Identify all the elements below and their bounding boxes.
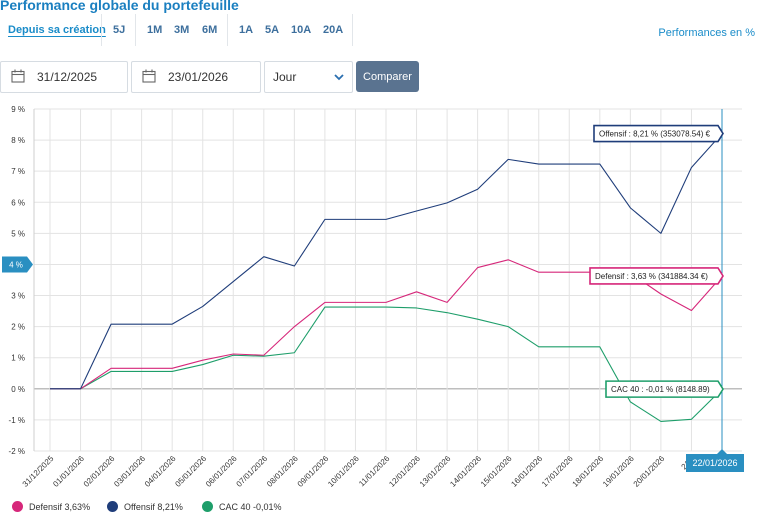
x-tick-label: 12/01/2026 <box>387 454 422 489</box>
y-tick-label: 5 % <box>11 229 25 238</box>
x-tick-label: 05/01/2026 <box>173 454 208 489</box>
tooltip-text-defensif: Defensif : 3,63 % (341884.34 €) <box>595 272 708 281</box>
legend-value-offensif: 8,21% <box>157 502 183 512</box>
tooltip-text-cac40: CAC 40 : -0,01 % (8148.89) <box>611 385 710 394</box>
period-divider <box>135 14 136 46</box>
x-tick-label: 03/01/2026 <box>112 454 147 489</box>
date-controls: 31/12/2025 23/01/2026 Jour Comparer <box>0 61 760 93</box>
end-date-value: 23/01/2026 <box>168 70 229 84</box>
period-6m[interactable]: 6M <box>202 24 218 36</box>
period-5d[interactable]: 5J <box>113 24 126 36</box>
y-tick-label: 3 % <box>11 292 25 301</box>
tooltip-cac40: CAC 40 : -0,01 % (8148.89) <box>605 380 724 398</box>
calendar-icon <box>142 69 156 83</box>
period-3m[interactable]: 3M <box>174 24 190 36</box>
x-tick-label: 11/01/2026 <box>357 454 392 489</box>
legend-label-offensif: Offensif <box>124 502 155 512</box>
period-divider <box>227 14 228 46</box>
y-tick-label: -1 % <box>9 416 25 425</box>
x-tick-label: 18/01/2026 <box>571 454 606 489</box>
y-tick-label: 1 % <box>11 354 25 363</box>
crosshair-x-badge <box>686 454 744 472</box>
x-tick-label: 10/01/2026 <box>326 454 361 489</box>
period-1y[interactable]: 1A <box>239 24 254 36</box>
x-tick-label: 14/01/2026 <box>448 454 483 489</box>
y-tick-label: 8 % <box>11 136 25 145</box>
period-since-creation[interactable]: Depuis sa création <box>8 24 106 36</box>
start-date-field[interactable]: 31/12/2025 <box>0 61 128 93</box>
x-tick-label: 02/01/2026 <box>82 454 117 489</box>
period-1m[interactable]: 1M <box>147 24 163 36</box>
series-line-cac40 <box>50 306 723 423</box>
crosshair-y-badge <box>2 256 33 273</box>
legend-label-defensif: Defensif <box>29 502 63 512</box>
period-10y[interactable]: 10A <box>291 24 312 36</box>
tooltip-box-defensif <box>589 267 724 285</box>
period-divider <box>101 14 102 46</box>
crosshair-x-arrow <box>717 449 727 454</box>
legend-dot-defensif <box>12 501 23 512</box>
y-tick-label: 2 % <box>11 323 25 332</box>
series-line-offensif <box>50 133 723 390</box>
x-tick-label: 20/01/2026 <box>632 454 667 489</box>
x-tick-label: 08/01/2026 <box>265 454 300 489</box>
page-title: Performance globale du portefeuille <box>0 0 239 13</box>
legend-value-cac40: -0,01% <box>253 502 282 512</box>
x-tick-label: 04/01/2026 <box>143 454 178 489</box>
period-divider <box>352 14 353 46</box>
y-tick-label: 7 % <box>11 167 25 176</box>
frequency-select[interactable]: Jour <box>264 61 353 93</box>
y-tick-label: 0 % <box>11 385 25 394</box>
end-date-field[interactable]: 23/01/2026 <box>131 61 261 93</box>
chevron-down-icon <box>334 74 344 81</box>
performance-unit-link[interactable]: Performances en % <box>658 27 755 39</box>
tooltip-offensif: Offensif : 8,21 % (353078.54) € <box>593 124 724 143</box>
calendar-icon <box>11 69 25 83</box>
performance-chart: -2 % -1 % 0 % 1 % 2 % 3 % 4 % 5 % 6 % 7 % 8 % 9 % 31… <box>2 105 744 489</box>
x-tick-label: 15/01/2026 <box>479 454 514 489</box>
legend-label-cac40: CAC 40 <box>219 502 251 512</box>
x-tick-label: 09/01/2026 <box>296 454 331 489</box>
legend-dot-cac40 <box>202 501 213 512</box>
period-5y[interactable]: 5A <box>265 24 280 36</box>
legend-dot-offensif <box>107 501 118 512</box>
crosshair-x-label: 22/01/2026 <box>692 458 737 468</box>
x-tick-label: 13/01/2026 <box>418 454 453 489</box>
x-tick-label: 07/01/2026 <box>235 454 270 489</box>
chart-legend: Defensif 3,63% Offensif 8,21% CAC 40 -0,… <box>0 499 760 515</box>
x-tick-label: 19/01/2026 <box>601 454 636 489</box>
x-tick-label: 01/01/2026 <box>51 454 86 489</box>
x-tick-label: 06/01/2026 <box>204 454 239 489</box>
tooltip-text-offensif: Offensif : 8,21 % (353078.54) € <box>599 130 711 139</box>
period-selector: Depuis sa création 5J 1M 3M 6M 1A 5A 10A… <box>0 14 760 46</box>
crosshair-y-label: 4 % <box>9 260 23 269</box>
compare-button[interactable]: Comparer <box>356 61 419 92</box>
legend-value-defensif: 3,63% <box>64 502 91 512</box>
start-date-value: 31/12/2025 <box>37 70 98 84</box>
tooltip-box-offensif <box>593 124 724 143</box>
y-tick-label: 6 % <box>11 198 25 207</box>
frequency-value: Jour <box>273 70 297 84</box>
y-tick-label: -2 % <box>9 447 25 456</box>
x-tick-label: 17/01/2026 <box>540 454 575 489</box>
tooltip-box-cac40 <box>605 380 724 398</box>
x-tick-label: 16/01/2026 <box>509 454 544 489</box>
y-tick-label: 9 % <box>11 105 25 114</box>
tooltip-defensif: Defensif : 3,63 % (341884.34 €) <box>589 267 724 285</box>
crosshair-y-marker: 4 % <box>2 256 33 273</box>
x-tick-label: 31/12/2025 <box>21 454 56 489</box>
crosshair-x-marker: 22/01/2026 <box>686 449 744 472</box>
period-20y[interactable]: 20A <box>323 24 344 36</box>
